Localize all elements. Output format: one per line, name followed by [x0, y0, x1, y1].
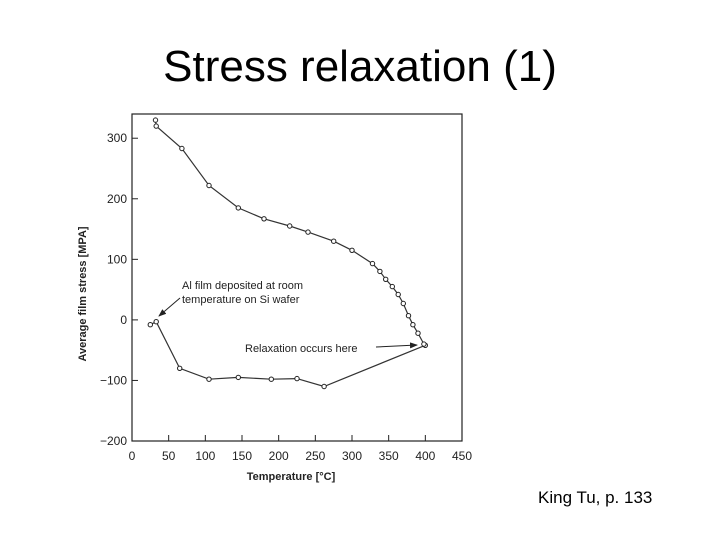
x-tick-label: 50	[162, 449, 176, 463]
y-tick-label: −200	[100, 434, 127, 448]
data-point	[332, 239, 336, 243]
data-point	[262, 217, 266, 221]
data-point	[295, 376, 299, 380]
data-point	[416, 331, 420, 335]
data-point	[384, 277, 388, 281]
y-tick-label: 100	[107, 252, 127, 266]
data-point	[411, 323, 415, 327]
data-point	[207, 183, 211, 187]
data-point	[178, 366, 182, 370]
data-point	[401, 301, 405, 305]
data-point	[390, 284, 394, 288]
y-tick-label: 300	[107, 131, 127, 145]
x-tick-label: 0	[129, 449, 136, 463]
data-point	[236, 206, 240, 210]
data-point	[350, 248, 354, 252]
x-axis-title: Temperature [°C]	[247, 471, 336, 483]
data-point	[306, 230, 310, 234]
x-tick-label: 400	[415, 449, 435, 463]
annotation-deposited-line2: temperature on Si wafer	[182, 294, 300, 306]
data-point	[422, 342, 426, 346]
x-tick-label: 450	[452, 449, 472, 463]
data-point	[154, 320, 158, 324]
slide-credit: King Tu, p. 133	[538, 488, 652, 508]
slide-title: Stress relaxation (1)	[0, 42, 720, 92]
data-point	[180, 146, 184, 150]
data-point	[396, 292, 400, 296]
annotation-relaxation: Relaxation occurs here	[245, 343, 358, 355]
x-tick-label: 150	[232, 449, 252, 463]
data-point	[207, 377, 211, 381]
data-point	[378, 269, 382, 273]
data-point	[148, 323, 152, 327]
data-point	[288, 224, 292, 228]
y-tick-label: 0	[120, 313, 127, 327]
x-tick-label: 250	[305, 449, 325, 463]
data-point	[154, 124, 158, 128]
data-point	[236, 375, 240, 379]
annotation-relaxation-arrow	[376, 345, 417, 347]
stress-temperature-chart: 300 200 100 0 −100 −200 0 50 100 150 200 250 300 350…	[70, 108, 490, 488]
x-tick-label: 100	[195, 449, 215, 463]
plot-frame	[132, 114, 462, 441]
y-tick-label: −100	[100, 373, 127, 387]
y-tick-label: 200	[107, 192, 127, 206]
y-axis-title: Average film stress [MPA]	[77, 226, 89, 361]
annotation-deposited-arrow	[159, 298, 180, 316]
data-point	[269, 377, 273, 381]
data-point	[153, 118, 157, 122]
data-point	[370, 261, 374, 265]
x-tick-label: 300	[342, 449, 362, 463]
data-point	[406, 314, 410, 318]
annotation-deposited-line1: Al film deposited at room	[182, 280, 303, 292]
x-tick-label: 350	[379, 449, 399, 463]
data-point	[322, 384, 326, 388]
x-tick-label: 200	[269, 449, 289, 463]
